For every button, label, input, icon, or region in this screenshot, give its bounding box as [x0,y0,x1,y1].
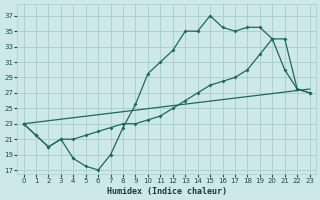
X-axis label: Humidex (Indice chaleur): Humidex (Indice chaleur) [107,187,227,196]
